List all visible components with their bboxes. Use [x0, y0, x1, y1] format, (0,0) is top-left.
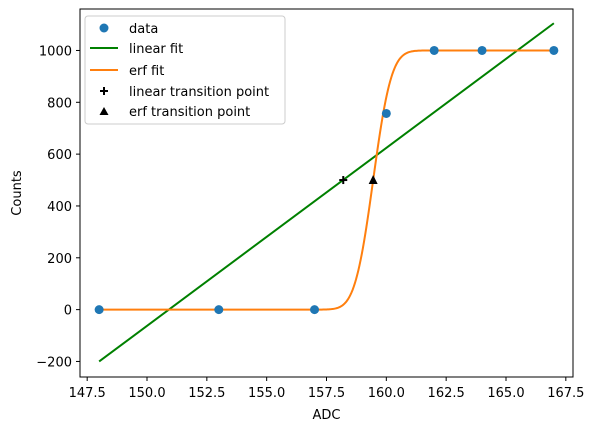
y-tick-label: 800: [47, 96, 72, 111]
x-tick-label: 152.5: [188, 386, 225, 401]
linear-fit-line: [98, 22, 555, 363]
legend-linear-transition-marker: [100, 87, 108, 95]
legend: data linear fit erf fit linear transitio…: [84, 15, 286, 125]
x-tick-label: 150.0: [128, 386, 165, 401]
y-tick-label: −200: [36, 355, 72, 370]
y-tick-label: 400: [47, 200, 72, 215]
legend-linear-transition-label: linear transition point: [129, 85, 269, 100]
data-point: [477, 45, 487, 55]
x-axis-label: ADC: [313, 408, 341, 423]
legend-erf-transition-marker: [99, 107, 109, 115]
x-tick-label: 155.0: [248, 386, 285, 401]
y-axis-label: Counts: [10, 170, 25, 216]
plot-area: [94, 22, 559, 363]
data-point: [429, 45, 439, 55]
x-tick-label: 165.0: [487, 386, 524, 401]
data-point: [214, 305, 224, 315]
x-tick-label: 167.5: [547, 386, 584, 401]
y-tick-label: 1000: [39, 44, 72, 59]
x-tick-label: 157.5: [308, 386, 345, 401]
erf-transition-point: [368, 175, 378, 185]
legend-erf-transition-label: erf transition point: [129, 105, 250, 120]
data-point: [310, 305, 320, 315]
data-point: [381, 108, 391, 118]
x-tick-label: 160.0: [368, 386, 405, 401]
x-tick-label: 147.5: [69, 386, 106, 401]
y-tick-label: 600: [47, 148, 72, 163]
legend-data-label: data: [129, 22, 158, 37]
ticks: 147.5 150.0 152.5 155.0 157.5 160.0 162.5 165.0…: [36, 44, 584, 401]
legend-linear-fit-label: linear fit: [129, 42, 183, 57]
legend-erf-fit-label: erf fit: [129, 64, 164, 79]
x-tick-label: 162.5: [428, 386, 465, 401]
y-tick-label: 200: [47, 252, 72, 267]
linear-transition-point: [339, 176, 348, 185]
y-tick-label: 0: [64, 304, 72, 319]
data-point: [94, 305, 104, 315]
data-point: [549, 45, 559, 55]
legend-frame: [84, 15, 286, 125]
legend-data-marker: [99, 23, 109, 33]
